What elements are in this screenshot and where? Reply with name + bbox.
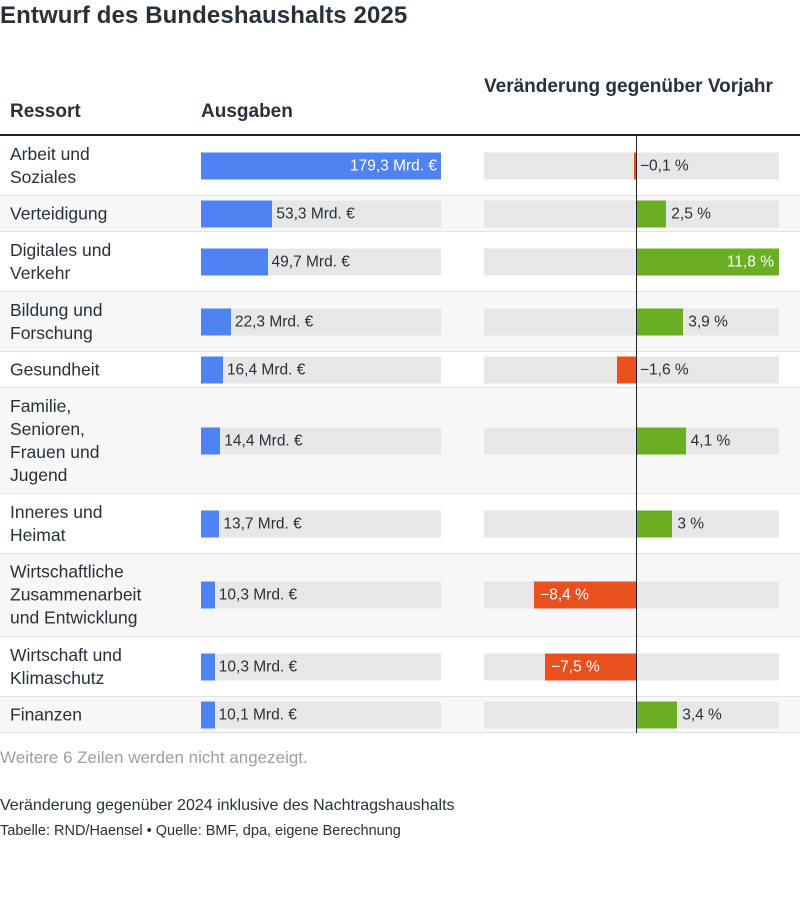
change-value-label: −0,1 % — [640, 157, 689, 174]
ressort-label: Bildung und Forschung — [10, 299, 103, 343]
ressort-label: Finanzen — [10, 704, 82, 724]
spending-track: 10,3 Mrd. € — [201, 581, 441, 609]
column-header-ausgaben: Ausgaben — [201, 101, 293, 122]
spending-bar — [201, 581, 215, 609]
ressort-label: Inneres und Heimat — [10, 501, 103, 545]
footer-caption: Veränderung gegenüber 2024 inklusive des… — [0, 797, 455, 814]
change-value-label: 4,1 % — [690, 432, 731, 449]
change-track: −1,6 % — [484, 356, 779, 383]
spending-track: 53,3 Mrd. € — [201, 200, 441, 227]
spending-value-label: 10,1 Mrd. € — [218, 706, 297, 723]
change-track: −7,5 % — [484, 653, 779, 680]
table-row: Wirtschaftliche Zusammenarbeit und Entwick… — [0, 554, 800, 637]
change-value-label: 2,5 % — [671, 205, 711, 222]
change-track: 2,5 % — [484, 200, 779, 227]
spending-bar — [201, 701, 215, 728]
spending-bar — [201, 200, 273, 227]
table-row: Bildung und Forschung 22,3 Mrd. € 3,9 % — [0, 292, 800, 352]
table-row: Arbeit und Soziales 179,3 Mrd. € −0,1 % — [0, 136, 800, 196]
chart-title: Entwurf des Bundeshaushalts 2025 — [0, 2, 408, 29]
table-row: Finanzen 10,1 Mrd. € 3,4 % — [0, 697, 800, 733]
spending-bar — [201, 356, 223, 383]
change-track: 3,4 % — [484, 701, 779, 728]
table-body: Arbeit und Soziales 179,3 Mrd. € −0,1 % Vert… — [0, 136, 800, 733]
ressort-label: Verteidigung — [10, 203, 108, 223]
spending-value-label: 16,4 Mrd. € — [226, 361, 306, 378]
table-row: Inneres und Heimat 13,7 Mrd. € 3 % — [0, 494, 800, 554]
change-bar — [636, 308, 684, 335]
change-zero-axis — [636, 136, 637, 733]
change-bar — [534, 581, 636, 609]
spending-track: 16,4 Mrd. € — [201, 356, 441, 383]
spending-value-label: 53,3 Mrd. € — [276, 205, 355, 222]
change-bar — [634, 152, 636, 179]
spending-value-label: 10,3 Mrd. € — [218, 586, 298, 604]
change-bar — [636, 200, 667, 227]
change-value-label: −8,4 % — [540, 586, 589, 604]
spending-value-label: 14,4 Mrd. € — [224, 432, 303, 449]
spending-track: 49,7 Mrd. € — [201, 248, 441, 275]
spending-track: 10,1 Mrd. € — [201, 701, 441, 728]
header-divider — [0, 134, 800, 136]
change-bar — [545, 653, 636, 680]
change-bar — [616, 356, 636, 383]
change-bar — [636, 510, 673, 537]
change-value-label: 11,8 % — [726, 253, 774, 270]
change-value-label: 3,4 % — [682, 706, 722, 723]
spending-track: 22,3 Mrd. € — [201, 308, 441, 335]
more-rows-note: Weitere 6 Zeilen werden nicht angezeigt. — [0, 748, 308, 767]
table-row: Wirtschaft und Klimaschutz 10,3 Mrd. € −7,5… — [0, 637, 800, 697]
change-value-label: 3 % — [677, 515, 705, 532]
spending-value-label: 22,3 Mrd. € — [234, 313, 314, 330]
change-value-label: 3,9 % — [688, 313, 728, 330]
column-header-ressort: Ressort — [10, 101, 81, 122]
spending-track: 13,7 Mrd. € — [201, 510, 441, 537]
change-bar — [636, 248, 779, 275]
change-bar — [636, 427, 686, 454]
spending-bar — [201, 510, 220, 537]
ressort-label: Wirtschaft und Klimaschutz — [10, 644, 122, 688]
change-value-label: −7,5 % — [551, 658, 600, 675]
change-track: −0,1 % — [484, 152, 779, 179]
ressort-label: Wirtschaftliche Zusammenarbeit und Entwick… — [10, 561, 142, 628]
footer-source: Tabelle: RND/Haensel • Quelle: BMF, dpa,… — [0, 823, 401, 839]
table-row: Familie, Senioren, Frauen und Jugend 14,4 Mr… — [0, 388, 800, 494]
spending-value-label: 10,3 Mrd. € — [218, 658, 298, 675]
ressort-label: Arbeit und Soziales — [10, 143, 90, 187]
spending-bar — [201, 427, 221, 454]
column-header-veraenderung: Veränderung gegenüber Vorjahr — [484, 76, 773, 97]
spending-track: 14,4 Mrd. € — [201, 427, 441, 454]
spending-value-label: 13,7 Mrd. € — [223, 515, 302, 532]
change-track: 11,8 % — [484, 248, 779, 275]
table-row: Digitales und Verkehr 49,7 Mrd. € 11,8 % — [0, 232, 800, 292]
change-value-label: −1,6 % — [640, 361, 689, 378]
spending-bar — [201, 152, 441, 179]
change-track: 3 % — [484, 510, 779, 537]
spending-bar — [201, 248, 268, 275]
ressort-label: Familie, Senioren, Frauen und Jugend — [10, 395, 100, 485]
change-track: 4,1 % — [484, 427, 779, 454]
spending-bar — [201, 308, 231, 335]
spending-track: 10,3 Mrd. € — [201, 653, 441, 680]
table-row: Gesundheit 16,4 Mrd. € −1,6 % — [0, 352, 800, 388]
change-bar — [636, 701, 678, 728]
ressort-label: Digitales und Verkehr — [10, 239, 112, 283]
change-track: −8,4 % — [484, 581, 779, 609]
ressort-label: Gesundheit — [10, 359, 100, 379]
change-track: 3,9 % — [484, 308, 779, 335]
spending-track: 179,3 Mrd. € — [201, 152, 441, 179]
spending-value-label: 49,7 Mrd. € — [271, 253, 350, 270]
spending-value-label: 179,3 Mrd. € — [349, 157, 437, 174]
table-row: Verteidigung 53,3 Mrd. € 2,5 % — [0, 196, 800, 232]
spending-bar — [201, 653, 215, 680]
